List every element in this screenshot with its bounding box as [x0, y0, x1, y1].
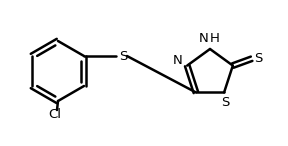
Text: S: S: [119, 49, 127, 62]
Text: S: S: [254, 52, 263, 65]
Text: H: H: [210, 33, 220, 46]
Text: N: N: [199, 33, 209, 46]
Text: S: S: [221, 96, 229, 109]
Text: N: N: [172, 54, 182, 67]
Text: Cl: Cl: [48, 108, 62, 121]
